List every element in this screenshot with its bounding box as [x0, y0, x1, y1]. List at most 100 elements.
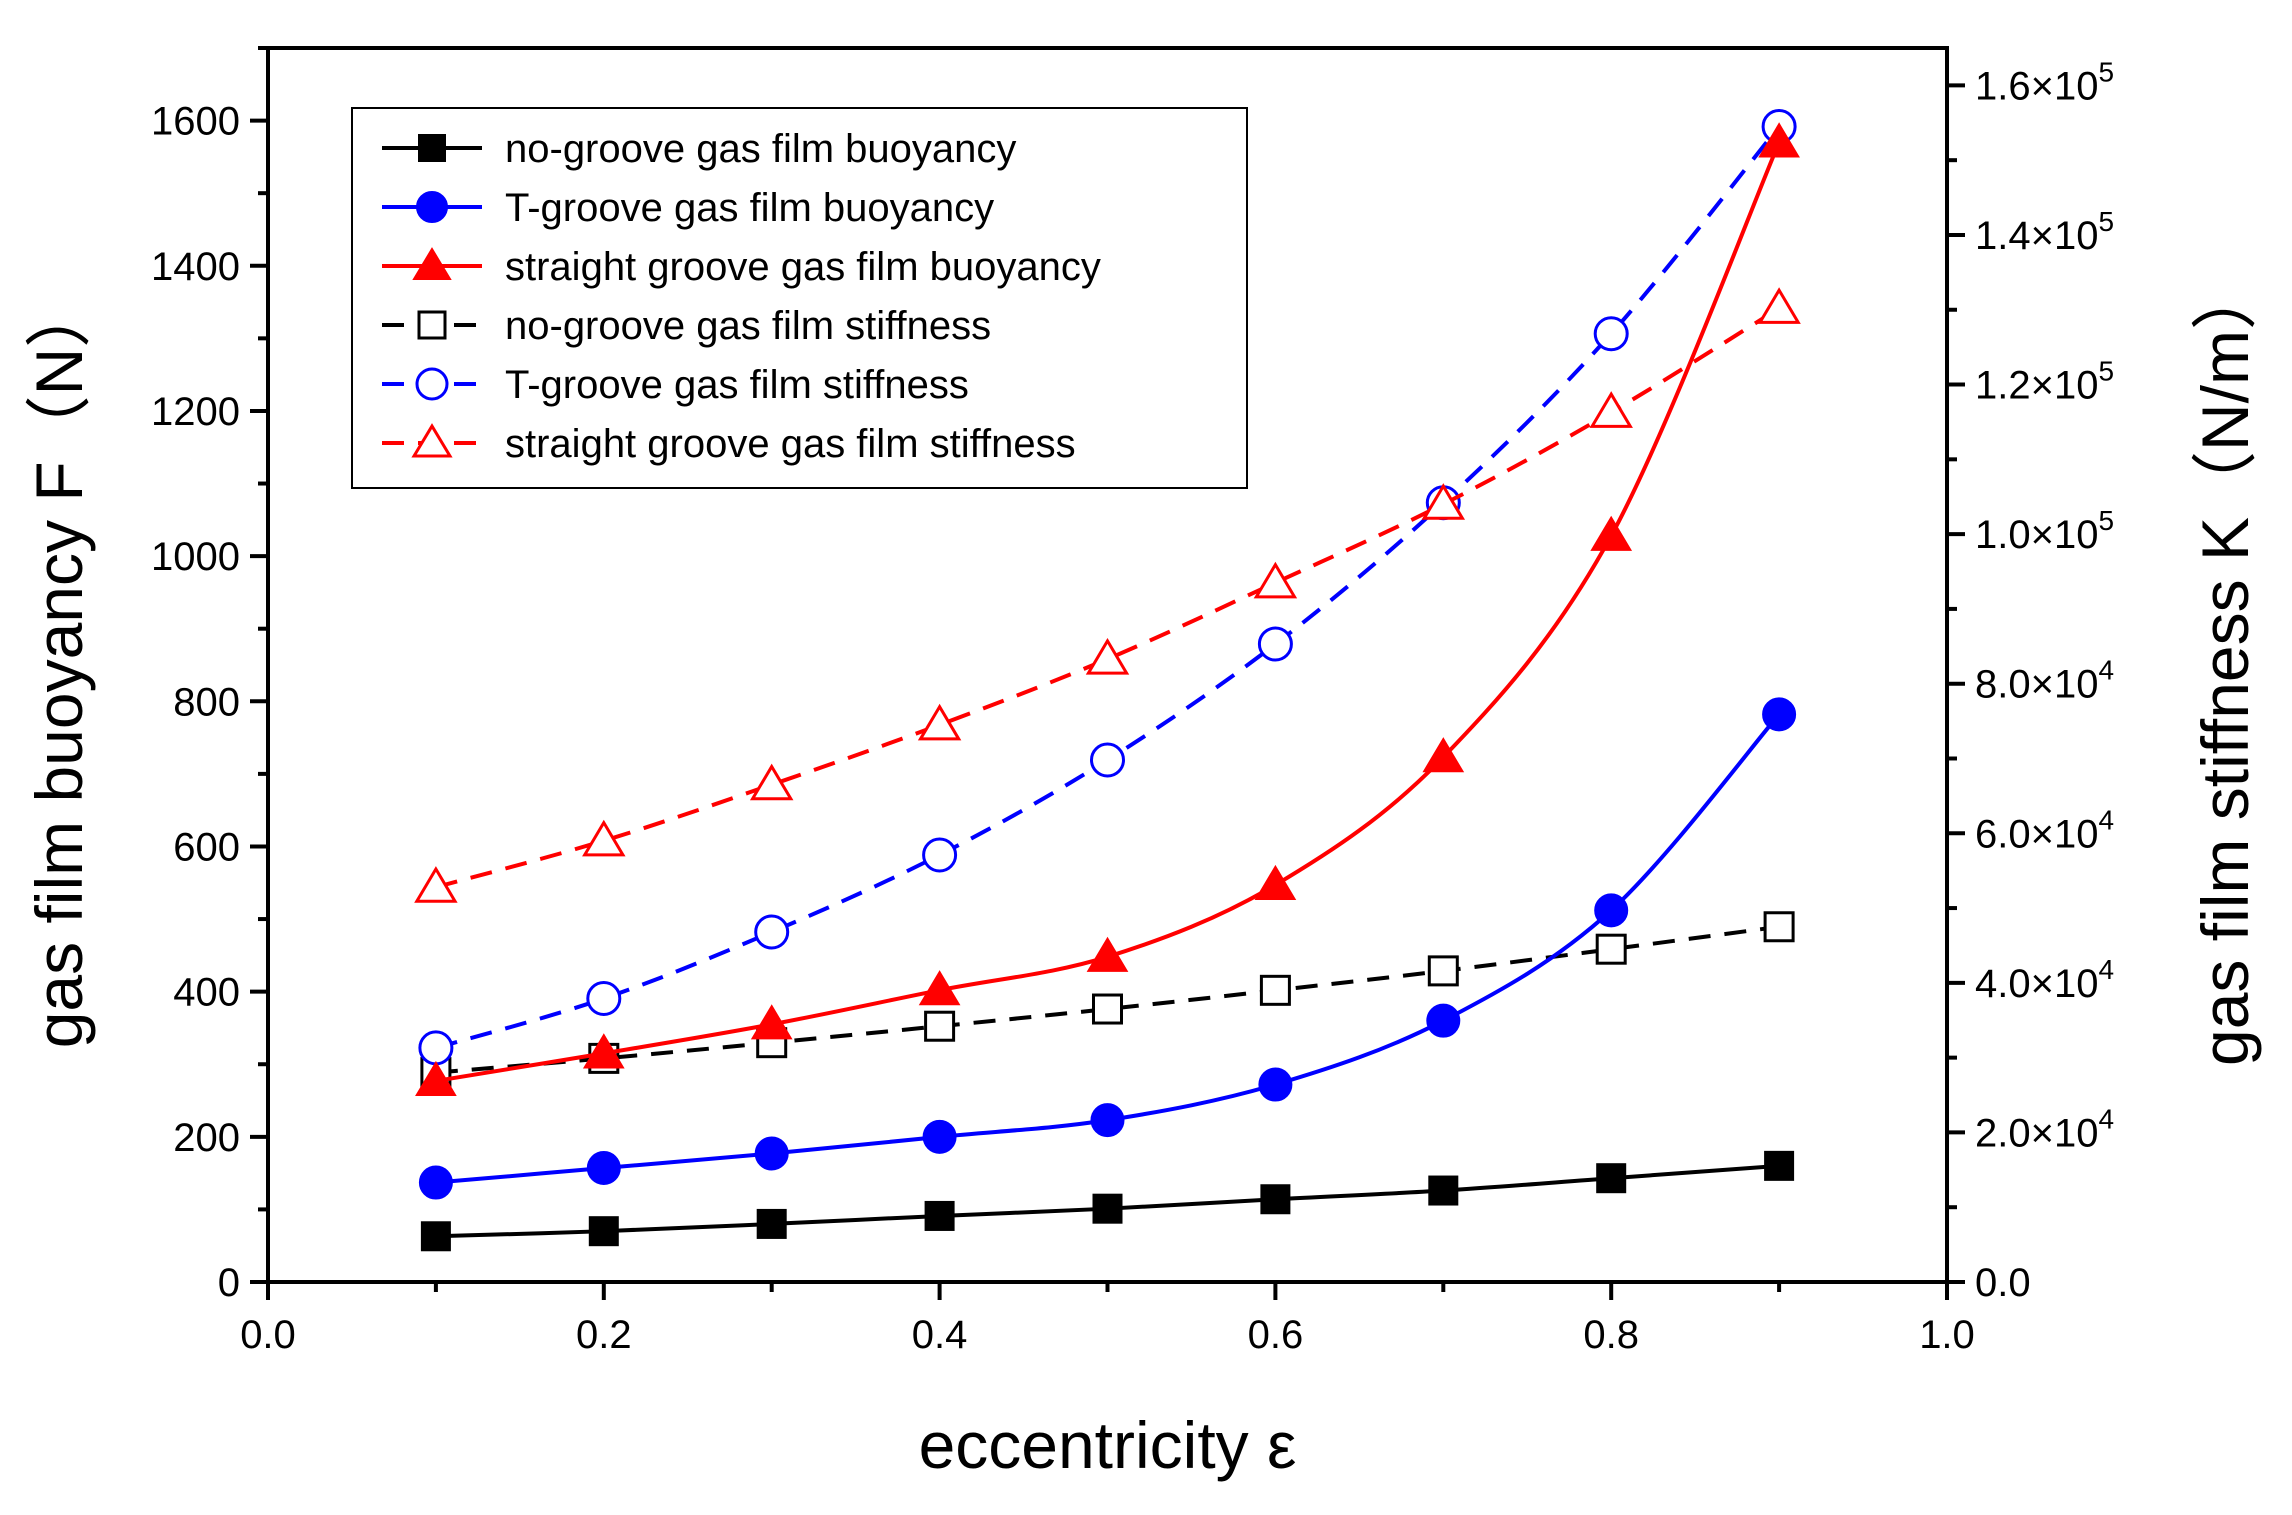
data-point: [582, 819, 626, 857]
x-tick-label: 0.2: [576, 1313, 632, 1357]
x-tick-label: 0.4: [912, 1313, 968, 1357]
data-point: [922, 1119, 957, 1154]
data-point: [756, 1208, 787, 1239]
data-point: [1426, 1003, 1461, 1038]
data-point: [1253, 561, 1298, 599]
y-left-tick-label: 1200: [151, 390, 240, 434]
tick-mantissa: 1.0×10: [1975, 513, 2098, 557]
y-right-tick-label: 2.0×104: [1975, 1103, 2114, 1155]
data-point: [754, 1136, 789, 1171]
series-triangle-filled-left: [415, 122, 1800, 1097]
y-axis-left-title: gas film buoyancy F（N）: [22, 282, 96, 1049]
tick-exponent: 5: [2098, 56, 2114, 87]
y-left-tick-label: 600: [173, 825, 240, 869]
legend-label: no-groove gas film buoyancy: [505, 127, 1016, 171]
data-point: [924, 1010, 956, 1042]
data-point: [1757, 287, 1801, 324]
y-right-tick-label: 1.0×105: [1975, 505, 2114, 557]
series-layer: [414, 109, 1801, 1252]
data-point: [917, 703, 962, 741]
data-point: [420, 1221, 451, 1252]
y-right-tick-label: 1.6×105: [1975, 56, 2114, 108]
legend-label: T-groove gas film buoyancy: [505, 186, 994, 230]
tick-mantissa: 4.0×10: [1975, 962, 2098, 1006]
x-axis: 0.0 0.2 0.4 0.6 0.8 1.0: [240, 1282, 1975, 1357]
tick-exponent: 5: [2098, 206, 2114, 237]
data-point: [1590, 515, 1633, 551]
legend-item: T-groove gas film buoyancy: [382, 186, 994, 230]
y-right-tick-label: 0.0: [1975, 1261, 2031, 1305]
series-circle-open-right: [418, 109, 1797, 1066]
legend-item: no-groove gas film stiffness: [382, 304, 991, 348]
tick-exponent: 4: [2098, 954, 2114, 985]
y-left-tick-label: 400: [173, 971, 240, 1015]
data-point: [586, 1151, 621, 1186]
series-line: [435, 713, 1781, 1185]
data-point: [754, 914, 790, 950]
x-tick-label: 0.6: [1248, 1313, 1304, 1357]
data-point: [1427, 955, 1459, 987]
data-point: [1086, 936, 1129, 972]
y-left-tick-label: 0: [218, 1261, 240, 1305]
legend-marker: [415, 367, 449, 401]
y-axis-right-title: gas film stiffness K（N/m）: [2188, 264, 2262, 1066]
data-point: [750, 1004, 793, 1040]
y-right-tick-label: 1.4×105: [1975, 206, 2114, 258]
y-right-tick-label: 4.0×104: [1975, 954, 2114, 1006]
data-point: [1763, 911, 1795, 943]
tick-mantissa: 6.0×10: [1975, 812, 2098, 856]
tick-mantissa: 8.0×10: [1975, 663, 2098, 707]
legend-item: no-groove gas film buoyancy: [382, 127, 1016, 171]
series-line: [435, 125, 1781, 1050]
tick-exponent: 5: [2098, 356, 2114, 387]
legend-label: straight groove gas film buoyancy: [505, 245, 1101, 289]
data-point: [1428, 1175, 1459, 1206]
tick-mantissa: 1.6×10: [1975, 64, 2098, 108]
data-point: [1421, 483, 1466, 520]
legend-label: no-groove gas film stiffness: [505, 304, 991, 348]
legend-marker: [411, 423, 453, 458]
y-left-tick-label: 200: [173, 1116, 240, 1160]
y-axis-left: 0 200 400 600 800 1000 1200 1400 1600: [151, 46, 268, 1305]
y-left-tick-label: 800: [173, 680, 240, 724]
y-left-tick-label: 1600: [151, 100, 240, 144]
data-point: [415, 1060, 457, 1097]
tick-mantissa: 1.4×10: [1975, 214, 2098, 258]
series-circle-filled-left: [418, 697, 1797, 1200]
x-tick-label: 0.8: [1583, 1313, 1639, 1357]
data-point: [582, 1033, 625, 1069]
data-point: [1595, 933, 1627, 965]
y-left-tick-label: 1400: [151, 245, 240, 289]
data-point: [588, 1216, 619, 1247]
data-point: [749, 763, 794, 801]
data-point: [418, 1165, 453, 1200]
legend-item: T-groove gas film stiffness: [382, 363, 969, 407]
legend-label: T-groove gas film stiffness: [505, 363, 969, 407]
legend-label: straight groove gas film stiffness: [505, 422, 1076, 466]
legend: no-groove gas film buoyancy T-groove gas …: [351, 107, 1248, 489]
data-point: [1257, 626, 1293, 662]
tick-exponent: 4: [2098, 1103, 2114, 1134]
legend-marker: [412, 247, 452, 280]
data-point: [1764, 1150, 1795, 1181]
data-point: [1258, 1067, 1293, 1102]
data-point: [1594, 893, 1629, 928]
legend-marker: [417, 310, 447, 340]
series-triangle-open-right: [414, 287, 1801, 903]
series-line: [435, 924, 1780, 1075]
data-point: [1254, 864, 1297, 901]
tick-exponent: 5: [2098, 505, 2114, 536]
tick-mantissa: 0.0: [1975, 1261, 2031, 1305]
data-point: [1092, 993, 1123, 1025]
data-point: [918, 970, 961, 1006]
data-point: [1090, 1103, 1125, 1138]
legend-item: straight groove gas film stiffness: [382, 422, 1076, 466]
x-tick-label: 0.0: [240, 1313, 296, 1357]
data-point: [1085, 637, 1130, 675]
data-point: [1090, 742, 1125, 778]
data-point: [586, 981, 622, 1017]
data-point: [1596, 1163, 1627, 1194]
legend-marker: [418, 134, 446, 162]
tick-mantissa: 1.2×10: [1975, 364, 2098, 408]
